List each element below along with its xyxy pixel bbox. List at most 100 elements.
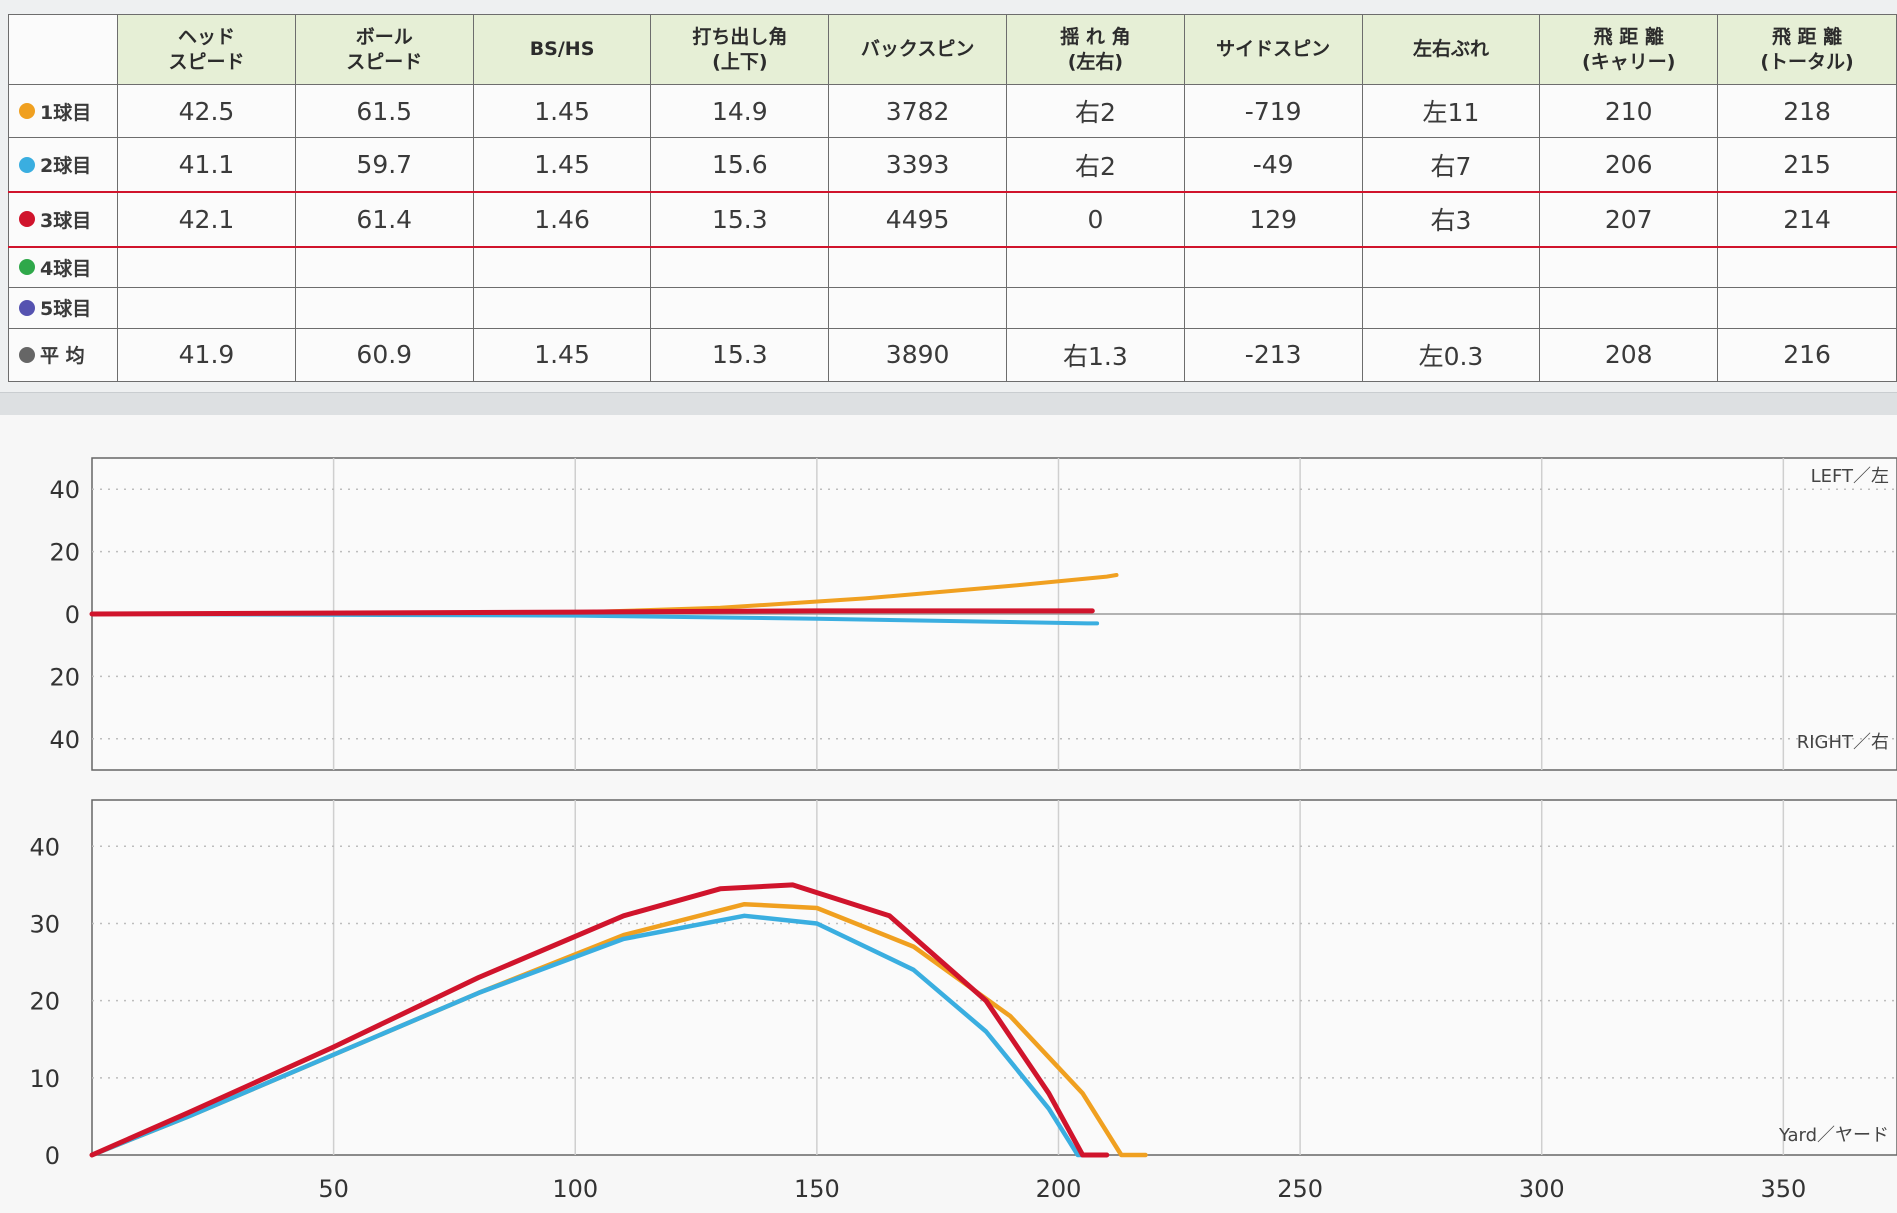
table-cell: 1.45 xyxy=(472,327,652,383)
shot-row[interactable]: 3球目 42.1 61.4 1.46 15.3 4495 0 129 右3 207 214 xyxy=(7,190,1897,248)
lateral-y-tick-label: 40 xyxy=(49,476,80,504)
table-cell: 61.4 xyxy=(294,190,474,248)
height-y-tick-label: 40 xyxy=(29,833,60,861)
table-cell xyxy=(1361,287,1541,329)
table-cell xyxy=(1717,287,1897,329)
table-cell: -719 xyxy=(1183,83,1363,139)
column-header: サイドスピン xyxy=(1183,14,1363,85)
column-header: 左右ぶれ xyxy=(1361,14,1541,85)
height-y-tick-label: 30 xyxy=(29,910,60,938)
shot-row-label: 4球目 xyxy=(7,246,119,289)
yard-axis-label: Yard／ヤード xyxy=(1778,1125,1889,1146)
table-cell: 1.45 xyxy=(472,137,652,193)
shot-label-text: 5球目 xyxy=(40,298,92,321)
table-cell xyxy=(472,287,652,329)
table-cell: 61.5 xyxy=(294,83,474,139)
table-cell xyxy=(828,287,1007,329)
table-cell xyxy=(1183,246,1363,289)
table-cell: 4495 xyxy=(828,190,1007,248)
table-cell: 59.7 xyxy=(294,137,474,193)
table-cell: 208 xyxy=(1539,327,1719,383)
shot-label-text: 1球目 xyxy=(40,101,92,124)
table-cell xyxy=(1539,246,1719,289)
table-cell xyxy=(1717,246,1897,289)
shot-color-dot-icon xyxy=(19,346,35,363)
height-x-tick-label: 100 xyxy=(552,1175,598,1203)
table-cell xyxy=(294,287,474,329)
shot-label-text: 2球目 xyxy=(40,155,92,178)
left-side-label: LEFT／左 xyxy=(1811,466,1889,487)
table-header-row: ヘッド スピード ボール スピード BS/HS 打ち出し角 (上下) バックスピン揺 れ… xyxy=(7,14,1897,85)
table-cell: 41.9 xyxy=(117,327,296,383)
shot-row-label: 2球目 xyxy=(7,137,119,193)
height-series-line xyxy=(89,882,1110,1158)
table-cell xyxy=(1006,287,1185,329)
column-header: 揺 れ 角 (左右) xyxy=(1006,14,1185,85)
height-x-tick-label: 250 xyxy=(1277,1175,1323,1203)
table-cell: 右3 xyxy=(1361,190,1541,248)
table-cell: 14.9 xyxy=(650,83,830,139)
height-x-tick-label: 350 xyxy=(1760,1175,1806,1203)
table-cell: 3393 xyxy=(828,137,1007,193)
table-cell: 206 xyxy=(1539,137,1719,193)
table-cell: 右2 xyxy=(1006,137,1185,193)
column-header: バックスピン xyxy=(828,14,1007,85)
table-cell: 129 xyxy=(1183,190,1363,248)
table-cell: 左0.3 xyxy=(1361,327,1541,383)
column-header: 飛 距 離 (キャリー) xyxy=(1539,14,1719,85)
height-x-tick-label: 300 xyxy=(1519,1175,1565,1203)
lateral-series-line xyxy=(89,608,1095,617)
lateral-y-tick-label: 40 xyxy=(49,726,80,754)
table-cell: 右2 xyxy=(1006,83,1185,139)
table-cell: 216 xyxy=(1717,327,1897,383)
shot-row[interactable]: 平 均 41.9 60.9 1.45 15.3 3890 右1.3 -213 左0.3 208 21… xyxy=(7,327,1897,383)
shot-color-dot-icon xyxy=(19,259,35,276)
table-cell: 42.1 xyxy=(117,190,296,248)
column-header: 飛 距 離 (トータル) xyxy=(1717,14,1897,85)
table-cell: 3890 xyxy=(828,327,1007,383)
shot-data-table-panel: ヘッド スピード ボール スピード BS/HS 打ち出し角 (上下) バックスピン揺 れ… xyxy=(7,14,1897,383)
lateral-y-tick-label: 0 xyxy=(65,601,80,629)
height-x-tick-label: 200 xyxy=(1036,1175,1082,1203)
table-cell: 42.5 xyxy=(117,83,296,139)
table-cell xyxy=(650,246,830,289)
shot-row-label: 3球目 xyxy=(7,190,119,248)
shot-color-dot-icon xyxy=(19,299,35,316)
shot-color-dot-icon xyxy=(19,103,35,120)
shot-label-text: 平 均 xyxy=(40,345,85,368)
shot-label-text: 4球目 xyxy=(40,257,92,280)
table-cell: 1.45 xyxy=(472,83,652,139)
table-cell xyxy=(1361,246,1541,289)
height-y-tick-label: 10 xyxy=(29,1065,60,1093)
shot-row[interactable]: 1球目 42.5 61.5 1.45 14.9 3782 右2 -719 左11 210 218 xyxy=(7,83,1897,139)
table-cell: 15.3 xyxy=(650,190,830,248)
table-cell xyxy=(117,246,296,289)
table-cell xyxy=(650,287,830,329)
table-cell: 60.9 xyxy=(294,327,474,383)
table-cell: 右1.3 xyxy=(1006,327,1185,383)
height-x-tick-label: 150 xyxy=(794,1175,840,1203)
table-cell: 210 xyxy=(1539,83,1719,139)
height-x-tick-label: 50 xyxy=(318,1175,349,1203)
table-cell: 218 xyxy=(1717,83,1897,139)
shot-color-dot-icon xyxy=(19,156,35,173)
table-cell: 214 xyxy=(1717,190,1897,248)
header-corner xyxy=(7,14,119,85)
lateral-y-tick-label: 20 xyxy=(49,539,80,567)
table-cell: 右7 xyxy=(1361,137,1541,193)
column-header: ボール スピード xyxy=(294,14,474,85)
table-cell: 1.46 xyxy=(472,190,652,248)
lateral-y-tick-label: 20 xyxy=(49,663,80,691)
height-y-tick-label: 0 xyxy=(45,1142,60,1170)
column-header: 打ち出し角 (上下) xyxy=(650,14,830,85)
column-header: BS/HS xyxy=(472,14,652,85)
shot-data-table: ヘッド スピード ボール スピード BS/HS 打ち出し角 (上下) バックスピン揺 れ… xyxy=(7,14,1897,383)
table-cell: 207 xyxy=(1539,190,1719,248)
table-cell: 215 xyxy=(1717,137,1897,193)
right-side-label: RIGHT／右 xyxy=(1797,732,1889,753)
shot-color-dot-icon xyxy=(19,211,35,228)
shot-row[interactable]: 5球目 xyxy=(7,287,1897,329)
table-cell: 3782 xyxy=(828,83,1007,139)
shot-label-text: 3球目 xyxy=(40,209,92,232)
